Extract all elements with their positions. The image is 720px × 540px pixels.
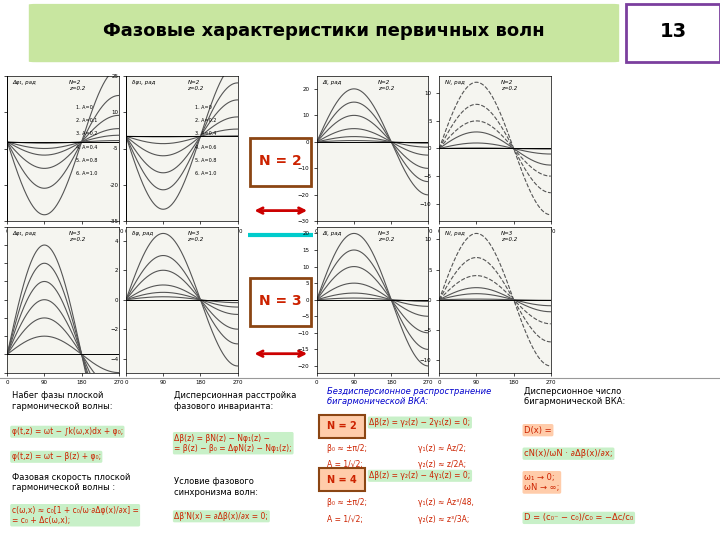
Text: N=3
z=0.2: N=3 z=0.2 xyxy=(500,231,517,242)
Text: D = (c₀⁻ − c₀)/c₀ = −Δc/c₀: D = (c₀⁻ − c₀)/c₀ = −Δc/c₀ xyxy=(524,514,634,522)
Text: γ₂(z) ≈ z³/3A;: γ₂(z) ≈ z³/3A; xyxy=(418,515,469,524)
Text: Δφ₁, рад: Δφ₁, рад xyxy=(13,231,37,236)
Text: 5. A=0.8: 5. A=0.8 xyxy=(76,158,98,163)
Text: β₀ ≈ ±π/2;: β₀ ≈ ±π/2; xyxy=(327,498,366,507)
Text: γ₁(z) ≈ Az/2;: γ₁(z) ≈ Az/2; xyxy=(418,444,466,454)
Text: N=2
z=0.2: N=2 z=0.2 xyxy=(187,80,204,91)
Text: 13: 13 xyxy=(660,22,687,40)
Text: 4. A=0.4: 4. A=0.4 xyxy=(76,145,98,150)
Text: φ(t,z) = ωt − β(z) + φ₀;: φ(t,z) = ωt − β(z) + φ₀; xyxy=(12,453,101,461)
Text: δφ₁, рад: δφ₁, рад xyxy=(132,80,155,85)
Text: Бездисперсионное распространение
бигармонической ВКА:: Бездисперсионное распространение бигармо… xyxy=(327,387,491,406)
Text: N = 3: N = 3 xyxy=(259,294,302,308)
Text: N=3
z=0.2: N=3 z=0.2 xyxy=(378,231,395,242)
Text: A = 1/√2;: A = 1/√2; xyxy=(327,460,362,469)
Text: A = 1/√2;: A = 1/√2; xyxy=(327,515,362,524)
Text: N=3
z=0.2: N=3 z=0.2 xyxy=(68,231,85,242)
Text: 5. A=0.8: 5. A=0.8 xyxy=(195,158,217,163)
Text: Nl, рад: Nl, рад xyxy=(445,80,464,85)
Text: δφ, рад: δφ, рад xyxy=(132,231,153,236)
Text: Фазовые характеристики первичных волн: Фазовые характеристики первичных волн xyxy=(103,22,545,40)
Text: N=2
z=0.2: N=2 z=0.2 xyxy=(68,80,85,91)
FancyBboxPatch shape xyxy=(319,415,365,438)
Text: 1. A=0: 1. A=0 xyxy=(76,105,93,110)
Text: 3. A=0.2: 3. A=0.2 xyxy=(76,131,98,137)
Text: Условие фазового
синхронизма волн:: Условие фазового синхронизма волн: xyxy=(174,477,258,497)
Text: 4. A=0.6: 4. A=0.6 xyxy=(195,145,217,150)
Text: Δl, рад: Δl, рад xyxy=(323,80,342,85)
Text: N=2
z=0.2: N=2 z=0.2 xyxy=(378,80,395,91)
Text: Nl, рад: Nl, рад xyxy=(445,231,464,236)
Text: 6. A=1.0: 6. A=1.0 xyxy=(76,171,98,176)
Text: Набег фазы плоской
гармонической волны:: Набег фазы плоской гармонической волны: xyxy=(12,391,112,410)
Text: β₀ ≈ ±π/2;: β₀ ≈ ±π/2; xyxy=(327,444,366,454)
Text: N = 4: N = 4 xyxy=(327,475,357,485)
Text: Δβ(z) = γ₂(z) − 4γ₁(z) = 0;: Δβ(z) = γ₂(z) − 4γ₁(z) = 0; xyxy=(369,471,471,480)
Text: Δβ(z) = γ₂(z) − 2γ₁(z) = 0;: Δβ(z) = γ₂(z) − 2γ₁(z) = 0; xyxy=(369,418,470,427)
Text: γ₂(z) ≈ z/2A;: γ₂(z) ≈ z/2A; xyxy=(418,460,466,469)
Text: γ₁(z) ≈ Az³/48,: γ₁(z) ≈ Az³/48, xyxy=(418,498,474,507)
FancyBboxPatch shape xyxy=(251,279,311,326)
Text: Дисперсионное число
бигармонической ВКА:: Дисперсионное число бигармонической ВКА: xyxy=(524,387,626,406)
FancyBboxPatch shape xyxy=(319,468,365,491)
Text: Дисперсионная расстройка
фазового инварианта:: Дисперсионная расстройка фазового инвари… xyxy=(174,391,297,410)
Text: 3. A=0.4: 3. A=0.4 xyxy=(195,131,217,137)
Text: Δl, рад: Δl, рад xyxy=(323,231,342,236)
Text: Фазовая скорость плоской
гармонической волны :: Фазовая скорость плоской гармонической в… xyxy=(12,472,130,492)
Text: Δβ'N(x) = ∂Δβ(x)/∂x = 0;: Δβ'N(x) = ∂Δβ(x)/∂x = 0; xyxy=(174,512,269,521)
Text: 2. A=0.1: 2. A=0.1 xyxy=(76,118,98,123)
Text: cN(x)/ωN · ∂Δβ(x)/∂x;: cN(x)/ωN · ∂Δβ(x)/∂x; xyxy=(524,449,613,458)
FancyBboxPatch shape xyxy=(251,138,311,186)
Text: 2. A=0.2: 2. A=0.2 xyxy=(195,118,217,123)
FancyBboxPatch shape xyxy=(29,4,619,62)
Text: ω₁ → 0;
ωN → ∞;: ω₁ → 0; ωN → ∞; xyxy=(524,472,559,492)
Text: 6. A=1.0: 6. A=1.0 xyxy=(195,171,217,176)
Text: N=3
z=0.2: N=3 z=0.2 xyxy=(187,231,204,242)
Text: c(ω,x) ≈ c₀[1 + c₀/ω·∂Δφ(x)/∂x] =
= c₀ + Δc(ω,x);: c(ω,x) ≈ c₀[1 + c₀/ω·∂Δφ(x)/∂x] = = c₀ +… xyxy=(12,505,138,525)
Text: 1. A=0: 1. A=0 xyxy=(195,105,212,110)
Text: φ(t,z) = ωt − ∫k(ω,x)dx + φ₀;: φ(t,z) = ωt − ∫k(ω,x)dx + φ₀; xyxy=(12,427,123,436)
Text: N=2
z=0.2: N=2 z=0.2 xyxy=(500,80,517,91)
Text: D(x) =: D(x) = xyxy=(524,426,552,435)
Text: Δβ(z) = βN(z) − Nφ₁(z) −
= β(z) − β₀ = ΔφN(z) − Nφ₁(z);: Δβ(z) = βN(z) − Nφ₁(z) − = β(z) − β₀ = Δ… xyxy=(174,434,292,453)
Text: N = 2: N = 2 xyxy=(259,154,302,168)
Text: N = 2: N = 2 xyxy=(327,421,357,431)
Text: Δφ₁, рад: Δφ₁, рад xyxy=(13,80,37,85)
FancyBboxPatch shape xyxy=(626,4,720,62)
